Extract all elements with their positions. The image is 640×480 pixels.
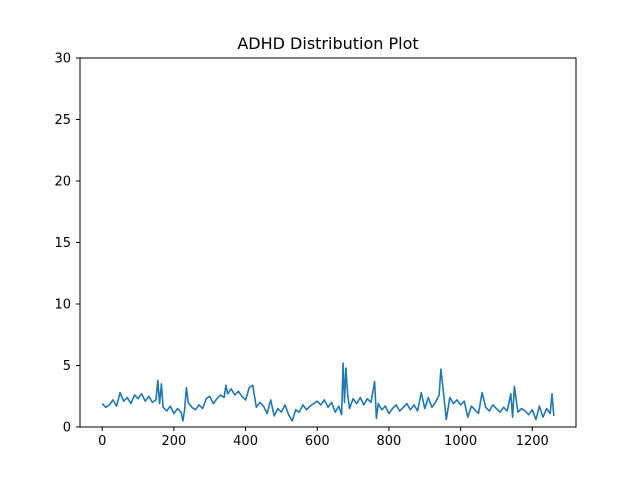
y-tick-label: 25 (54, 113, 71, 128)
x-tick-label: 1200 (516, 434, 549, 449)
plot-frame (79, 57, 577, 428)
series-layer (101, 362, 555, 422)
chart-title: ADHD Distribution Plot (237, 34, 418, 53)
x-tick-label: 0 (98, 434, 106, 449)
x-tick-label: 800 (377, 434, 402, 449)
x-tick-label: 400 (233, 434, 258, 449)
y-tick-label: 10 (54, 298, 71, 313)
x-tick-label: 600 (305, 434, 330, 449)
y-axis: 0 5 10 15 20 25 30 (54, 52, 80, 436)
y-tick-label: 30 (54, 52, 71, 67)
x-tick-label: 1000 (444, 434, 477, 449)
series-line (101, 362, 555, 422)
y-tick-label: 15 (54, 236, 71, 251)
y-tick-label: 0 (63, 421, 71, 436)
x-tick-label: 200 (161, 434, 186, 449)
y-tick-label: 20 (54, 175, 71, 190)
x-axis: 0 200 400 600 800 1000 1200 (98, 427, 549, 449)
y-tick-label: 5 (63, 359, 71, 374)
